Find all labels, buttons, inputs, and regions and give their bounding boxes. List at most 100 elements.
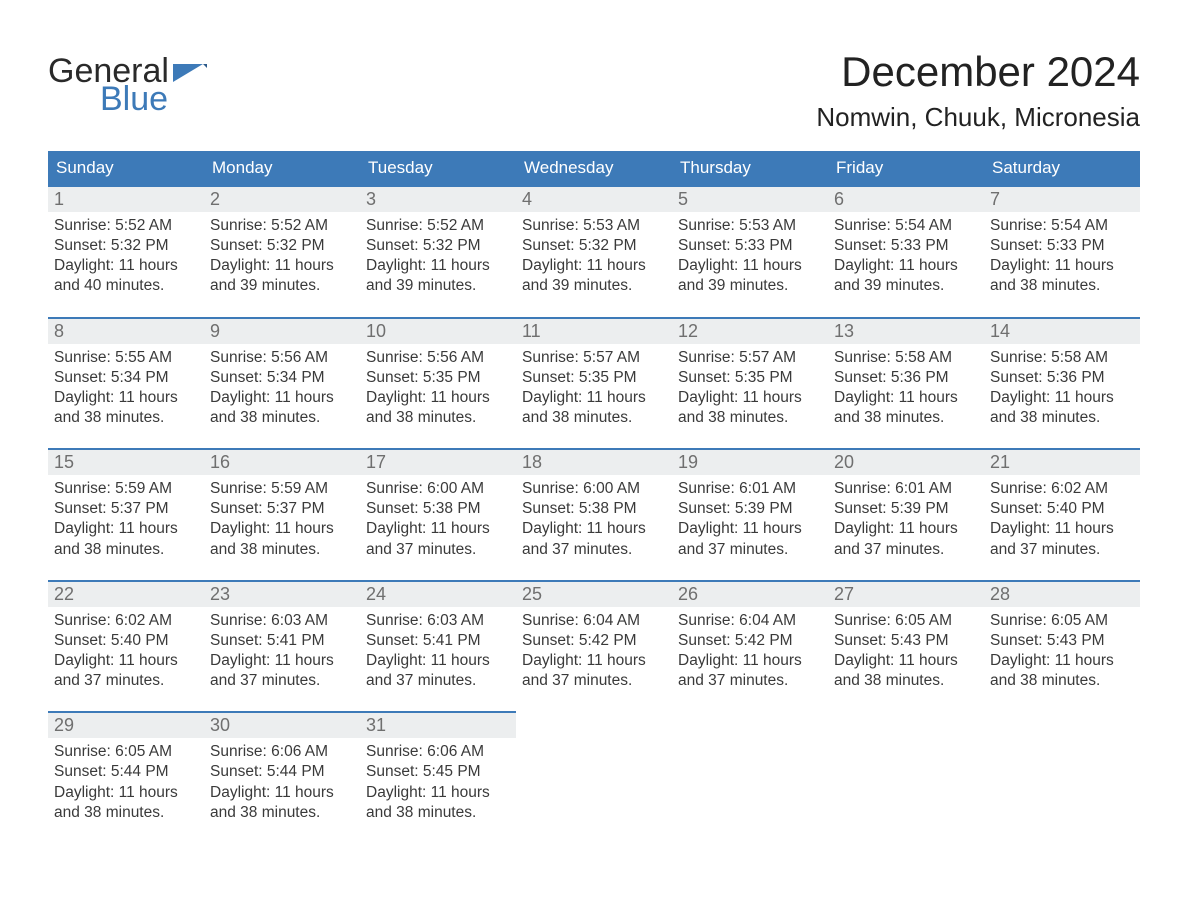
sunset-line: Sunset: 5:32 PM	[210, 236, 354, 256]
sunrise-line: Sunrise: 5:59 AM	[210, 479, 354, 499]
calendar-cell-7: 7Sunrise: 5:54 AMSunset: 5:33 PMDaylight…	[984, 186, 1140, 318]
calendar-cell-12: 12Sunrise: 5:57 AMSunset: 5:35 PMDayligh…	[672, 318, 828, 450]
day-number: 31	[360, 713, 516, 738]
daylight-line: Daylight: 11 hours and 38 minutes.	[54, 783, 198, 823]
calendar-cell-5: 5Sunrise: 5:53 AMSunset: 5:33 PMDaylight…	[672, 186, 828, 318]
daylight-line: Daylight: 11 hours and 37 minutes.	[834, 519, 978, 559]
day-number: 26	[672, 582, 828, 607]
sunset-line: Sunset: 5:35 PM	[522, 368, 666, 388]
day-content: Sunrise: 5:52 AMSunset: 5:32 PMDaylight:…	[360, 212, 516, 297]
sunset-line: Sunset: 5:36 PM	[990, 368, 1134, 388]
sunrise-line: Sunrise: 5:57 AM	[522, 348, 666, 368]
day-number: 30	[204, 713, 360, 738]
calendar-cell-empty	[672, 712, 828, 843]
sunrise-line: Sunrise: 6:00 AM	[522, 479, 666, 499]
day-number: 23	[204, 582, 360, 607]
day-number: 8	[48, 319, 204, 344]
weekday-wednesday: Wednesday	[516, 151, 672, 186]
sunrise-line: Sunrise: 5:59 AM	[54, 479, 198, 499]
day-number: 9	[204, 319, 360, 344]
sunset-line: Sunset: 5:34 PM	[210, 368, 354, 388]
day-content: Sunrise: 5:59 AMSunset: 5:37 PMDaylight:…	[204, 475, 360, 560]
weekday-tuesday: Tuesday	[360, 151, 516, 186]
sunrise-line: Sunrise: 6:06 AM	[366, 742, 510, 762]
sunset-line: Sunset: 5:41 PM	[210, 631, 354, 651]
day-content: Sunrise: 5:58 AMSunset: 5:36 PMDaylight:…	[984, 344, 1140, 429]
daylight-line: Daylight: 11 hours and 38 minutes.	[210, 388, 354, 428]
sunrise-line: Sunrise: 5:58 AM	[990, 348, 1134, 368]
day-number: 20	[828, 450, 984, 475]
daylight-line: Daylight: 11 hours and 38 minutes.	[54, 519, 198, 559]
calendar-cell-14: 14Sunrise: 5:58 AMSunset: 5:36 PMDayligh…	[984, 318, 1140, 450]
sunrise-line: Sunrise: 5:57 AM	[678, 348, 822, 368]
sunset-line: Sunset: 5:42 PM	[678, 631, 822, 651]
calendar-cell-15: 15Sunrise: 5:59 AMSunset: 5:37 PMDayligh…	[48, 449, 204, 581]
sunset-line: Sunset: 5:32 PM	[366, 236, 510, 256]
calendar-cell-28: 28Sunrise: 6:05 AMSunset: 5:43 PMDayligh…	[984, 581, 1140, 713]
sunrise-line: Sunrise: 5:53 AM	[522, 216, 666, 236]
sunset-line: Sunset: 5:33 PM	[990, 236, 1134, 256]
month-title: December 2024	[816, 48, 1140, 96]
calendar-cell-10: 10Sunrise: 5:56 AMSunset: 5:35 PMDayligh…	[360, 318, 516, 450]
sunset-line: Sunset: 5:33 PM	[834, 236, 978, 256]
day-content: Sunrise: 6:05 AMSunset: 5:43 PMDaylight:…	[984, 607, 1140, 692]
calendar-cell-30: 30Sunrise: 6:06 AMSunset: 5:44 PMDayligh…	[204, 712, 360, 843]
sunset-line: Sunset: 5:40 PM	[54, 631, 198, 651]
sunrise-line: Sunrise: 6:04 AM	[522, 611, 666, 631]
calendar-cell-1: 1Sunrise: 5:52 AMSunset: 5:32 PMDaylight…	[48, 186, 204, 318]
daylight-line: Daylight: 11 hours and 38 minutes.	[834, 388, 978, 428]
calendar-cell-empty	[984, 712, 1140, 843]
daylight-line: Daylight: 11 hours and 38 minutes.	[990, 388, 1134, 428]
calendar-cell-2: 2Sunrise: 5:52 AMSunset: 5:32 PMDaylight…	[204, 186, 360, 318]
sunset-line: Sunset: 5:39 PM	[678, 499, 822, 519]
day-number: 10	[360, 319, 516, 344]
day-content: Sunrise: 6:04 AMSunset: 5:42 PMDaylight:…	[672, 607, 828, 692]
day-content: Sunrise: 6:02 AMSunset: 5:40 PMDaylight:…	[984, 475, 1140, 560]
calendar-cell-3: 3Sunrise: 5:52 AMSunset: 5:32 PMDaylight…	[360, 186, 516, 318]
day-number: 14	[984, 319, 1140, 344]
day-content: Sunrise: 5:55 AMSunset: 5:34 PMDaylight:…	[48, 344, 204, 429]
header-bar: General Blue December 2024 Nomwin, Chuuk…	[48, 48, 1140, 133]
daylight-line: Daylight: 11 hours and 38 minutes.	[366, 388, 510, 428]
day-content: Sunrise: 5:56 AMSunset: 5:35 PMDaylight:…	[360, 344, 516, 429]
day-number: 1	[48, 187, 204, 212]
day-content: Sunrise: 6:04 AMSunset: 5:42 PMDaylight:…	[516, 607, 672, 692]
sunrise-line: Sunrise: 6:03 AM	[210, 611, 354, 631]
day-content: Sunrise: 6:03 AMSunset: 5:41 PMDaylight:…	[360, 607, 516, 692]
day-content: Sunrise: 5:58 AMSunset: 5:36 PMDaylight:…	[828, 344, 984, 429]
day-content: Sunrise: 5:57 AMSunset: 5:35 PMDaylight:…	[516, 344, 672, 429]
calendar-cell-22: 22Sunrise: 6:02 AMSunset: 5:40 PMDayligh…	[48, 581, 204, 713]
calendar-body: 1Sunrise: 5:52 AMSunset: 5:32 PMDaylight…	[48, 186, 1140, 843]
day-content: Sunrise: 5:56 AMSunset: 5:34 PMDaylight:…	[204, 344, 360, 429]
day-number: 21	[984, 450, 1140, 475]
daylight-line: Daylight: 11 hours and 39 minutes.	[366, 256, 510, 296]
sunrise-line: Sunrise: 5:55 AM	[54, 348, 198, 368]
calendar-cell-24: 24Sunrise: 6:03 AMSunset: 5:41 PMDayligh…	[360, 581, 516, 713]
day-number: 2	[204, 187, 360, 212]
calendar-table: SundayMondayTuesdayWednesdayThursdayFrid…	[48, 151, 1140, 843]
sunset-line: Sunset: 5:44 PM	[54, 762, 198, 782]
sunset-line: Sunset: 5:37 PM	[54, 499, 198, 519]
calendar-cell-26: 26Sunrise: 6:04 AMSunset: 5:42 PMDayligh…	[672, 581, 828, 713]
day-content: Sunrise: 5:52 AMSunset: 5:32 PMDaylight:…	[48, 212, 204, 297]
daylight-line: Daylight: 11 hours and 37 minutes.	[54, 651, 198, 691]
day-number: 3	[360, 187, 516, 212]
calendar-cell-4: 4Sunrise: 5:53 AMSunset: 5:32 PMDaylight…	[516, 186, 672, 318]
calendar-cell-23: 23Sunrise: 6:03 AMSunset: 5:41 PMDayligh…	[204, 581, 360, 713]
sunrise-line: Sunrise: 6:03 AM	[366, 611, 510, 631]
day-number: 22	[48, 582, 204, 607]
sunrise-line: Sunrise: 5:58 AM	[834, 348, 978, 368]
title-block: December 2024 Nomwin, Chuuk, Micronesia	[816, 48, 1140, 133]
day-content: Sunrise: 5:57 AMSunset: 5:35 PMDaylight:…	[672, 344, 828, 429]
sunset-line: Sunset: 5:36 PM	[834, 368, 978, 388]
sunrise-line: Sunrise: 6:05 AM	[54, 742, 198, 762]
location-title: Nomwin, Chuuk, Micronesia	[816, 102, 1140, 133]
sunrise-line: Sunrise: 6:02 AM	[990, 479, 1134, 499]
daylight-line: Daylight: 11 hours and 38 minutes.	[834, 651, 978, 691]
daylight-line: Daylight: 11 hours and 37 minutes.	[522, 651, 666, 691]
day-content: Sunrise: 5:52 AMSunset: 5:32 PMDaylight:…	[204, 212, 360, 297]
sunrise-line: Sunrise: 5:56 AM	[210, 348, 354, 368]
sunset-line: Sunset: 5:35 PM	[678, 368, 822, 388]
day-content: Sunrise: 6:05 AMSunset: 5:43 PMDaylight:…	[828, 607, 984, 692]
calendar-header: SundayMondayTuesdayWednesdayThursdayFrid…	[48, 151, 1140, 186]
